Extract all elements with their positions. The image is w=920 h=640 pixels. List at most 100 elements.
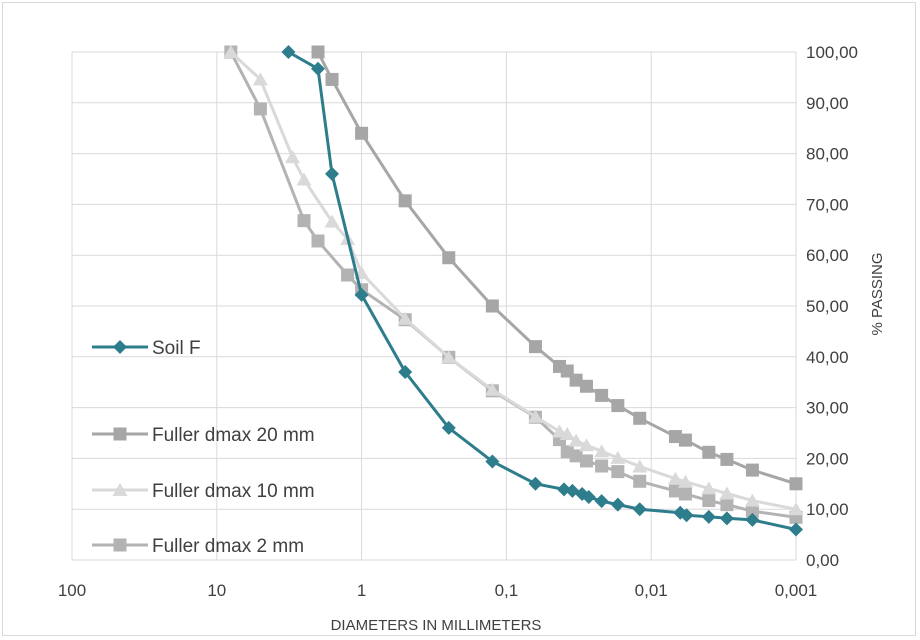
data-point [528,340,542,354]
data-point [485,299,499,313]
data-point [325,72,339,86]
series-fuller-dmax-10-mm [223,45,804,516]
y-tick-label: 60,00 [806,246,849,265]
legend-label: Fuller dmax 2 mm [152,536,304,557]
tick-labels: 100 10 1 0,1 0,01 0,001 0,00 10,00 20,00 30,00 40,… [58,43,858,600]
data-point [633,474,647,488]
y-tick-label: 20,00 [806,449,849,468]
x-tick-label: 0,001 [775,581,818,600]
data-point [701,509,716,524]
data-point [581,490,596,505]
data-point [745,504,759,518]
data-point [579,454,593,468]
x-tick-label: 10 [207,581,226,600]
data-point [568,433,584,447]
data-point [679,508,694,523]
data-point [441,420,456,435]
data-point [252,72,268,86]
data-point [311,234,325,248]
x-tick-label: 100 [58,581,86,600]
y-tick-label: 10,00 [806,500,849,519]
data-point [578,438,594,452]
legend-marker [113,340,127,354]
data-point [744,493,760,507]
x-tick-label: 0,01 [635,581,668,600]
data-point [595,388,609,402]
data-point [745,463,759,477]
x-tick-label: 0,1 [495,581,519,600]
legend-label: Soil F [152,338,201,359]
data-point [720,452,734,466]
data-point [720,498,734,512]
data-point [397,311,413,325]
data-point [285,150,301,164]
data-point [311,61,326,76]
y-tick-label: 100,00 [806,43,858,62]
data-point [398,365,413,380]
y-tick-label: 30,00 [806,399,849,418]
legend: Soil F Fuller dmax 20 mm Fuller dmax 10 mm… [92,338,315,557]
data-point [569,449,583,463]
y-tick-label: 40,00 [806,348,849,367]
legend-marker [112,483,128,496]
data-point [528,476,543,491]
data-point [789,522,803,537]
data-point [594,444,610,458]
legend-marker [113,427,127,441]
data-point [668,430,682,444]
data-point [788,502,804,516]
y-axis-title: % PASSING [869,252,886,335]
legend-label: Fuller dmax 20 mm [152,425,315,446]
data-point [611,399,625,413]
legend-item: Soil F [92,338,201,359]
series-fuller-dmax-20-mm [311,45,803,491]
y-tick-label: 70,00 [806,195,849,214]
data-point [632,502,647,517]
data-point [633,411,647,425]
series-fuller-dmax-2-mm [224,45,803,524]
data-point [297,214,311,228]
data-point [527,409,543,423]
data-point [632,459,648,473]
data-point [702,445,716,459]
data-point [223,45,239,58]
legend-item: Fuller dmax 2 mm [92,536,304,557]
data-point [253,102,267,116]
data-point [677,474,693,488]
data-point [702,494,716,508]
data-point [296,172,312,186]
data-point [325,166,340,181]
data-point [311,45,325,59]
data-point [559,427,575,441]
data-point [678,433,692,447]
data-point [579,379,593,393]
y-tick-label: 0,00 [806,551,839,570]
legend-marker [113,538,127,552]
x-axis-title: DIAMETERS IN MILLIMETERS [331,617,542,634]
y-tick-label: 90,00 [806,94,849,113]
data-point [789,477,803,491]
data-point [667,471,683,485]
data-point [484,382,500,396]
series-soil-f [281,45,803,537]
data-point [441,350,457,364]
data-point [485,454,500,469]
y-tick-label: 50,00 [806,297,849,316]
series-line [316,51,797,486]
legend-label: Fuller dmax 10 mm [152,481,315,502]
data-point [355,126,369,140]
data-point [678,487,692,501]
data-point [610,450,626,464]
data-point [398,194,412,208]
data-point [341,268,355,282]
data-point [611,465,625,479]
data-point [324,214,340,228]
series-layer [223,45,804,537]
data-point [719,486,735,500]
data-point [610,497,625,512]
data-point [569,373,583,387]
y-tick-label: 80,00 [806,145,849,164]
data-point [701,481,717,495]
legend-item: Fuller dmax 20 mm [92,425,315,446]
